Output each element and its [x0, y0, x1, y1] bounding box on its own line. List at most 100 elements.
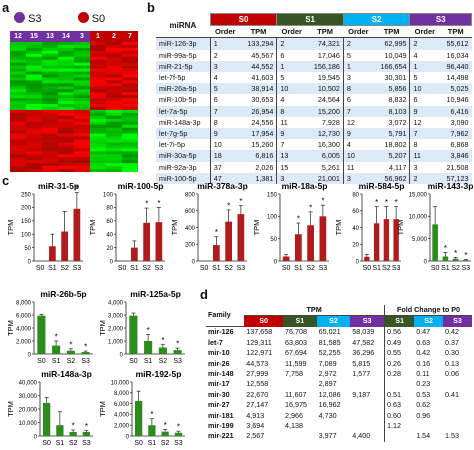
x-tick-label: S3	[462, 265, 471, 272]
heatmap-cell	[90, 112, 107, 117]
bar	[158, 347, 167, 354]
heatmap-cell	[90, 44, 107, 49]
x-tick-label: S2	[224, 265, 233, 272]
heatmap-cell	[26, 166, 43, 170]
y-tick-label: 0	[274, 259, 278, 265]
order-header: Order	[210, 25, 241, 39]
heatmap-cell	[26, 142, 43, 146]
table-cell: 16,300	[317, 140, 340, 150]
mirna-name-cell: miR-148a-3p	[159, 117, 201, 127]
heatmap-cell	[74, 56, 91, 61]
heatmap-cell	[58, 130, 75, 134]
table-cell: 18	[209, 150, 241, 162]
family-name-cell: mir-10	[208, 348, 230, 358]
heatmap-cell	[58, 160, 75, 164]
table-cell: 10,502	[317, 84, 340, 94]
table-cell: 9	[342, 128, 374, 140]
heatmap-cell	[10, 95, 27, 99]
heatmap-legend: S3 S0	[14, 12, 105, 25]
heatmap-cell	[58, 107, 75, 111]
heatmap-cell	[90, 136, 107, 140]
table-cell: 11	[276, 116, 307, 129]
heatmap-cell	[10, 71, 27, 75]
table-cell: 17,046	[317, 50, 340, 60]
heatmap-cell	[26, 133, 43, 137]
heatmap-cell	[90, 115, 107, 120]
y-tick-label: 4,000	[16, 326, 32, 332]
chart-title: miR-26b-5p	[40, 289, 86, 299]
heatmap-cell	[58, 47, 75, 52]
table-cell: 3,072	[388, 117, 407, 127]
bar	[452, 258, 459, 261]
heatmap-cell	[122, 157, 138, 161]
heatmap-cell	[74, 163, 91, 167]
heatmap-cell	[106, 166, 123, 170]
heatmap-cell	[122, 68, 138, 72]
heatmap-cell	[90, 47, 107, 52]
table-row: mir-10 122,971 67,694 52,255 36,296 0.55 0.42 0…	[206, 348, 472, 359]
heatmap-cell	[26, 47, 43, 52]
heatmap-cell	[74, 130, 91, 134]
heatmap-cell	[58, 157, 75, 161]
heatmap-cell	[90, 121, 107, 126]
table-cell: 133,294	[247, 39, 274, 49]
table-cell: 6	[409, 94, 440, 106]
y-tick-label: 0	[120, 352, 124, 358]
x-tick-label: S3	[392, 265, 401, 272]
heatmap-cell	[26, 118, 43, 123]
table-cell	[283, 431, 317, 441]
heatmap-cell	[42, 133, 59, 137]
heatmap-cell	[106, 104, 123, 108]
heatmap-cell	[58, 163, 75, 167]
heatmap-cell	[122, 59, 138, 63]
family-name-cell: let-7	[208, 337, 223, 347]
table-cell: 10,946	[446, 95, 469, 105]
bar	[383, 219, 390, 261]
x-tick-label: S3	[237, 265, 246, 272]
table-cell: 0.55	[384, 348, 415, 359]
heatmap-cell	[74, 98, 91, 102]
heatmap-cell	[26, 44, 43, 49]
table-cell: 6	[276, 49, 307, 61]
heatmap-cell	[58, 65, 75, 69]
heatmap-cell	[26, 127, 43, 131]
heatmap-cell	[90, 65, 107, 69]
heatmap-cell	[26, 65, 43, 69]
table-cell: 8	[342, 83, 374, 95]
heatmap-cell	[74, 101, 91, 105]
d-group-s1: S1	[283, 315, 317, 327]
x-tick-label: S1	[212, 265, 221, 272]
table-row: mir-30 22,670 11,607 12,086 9,187 0.51 0.53 0.4…	[206, 389, 472, 401]
heatmap-cell	[122, 92, 138, 96]
x-tick-label: S2	[382, 265, 391, 272]
heatmap-cell	[122, 145, 138, 149]
y-tick-label: 150	[267, 192, 278, 198]
table-cell: 5	[409, 72, 440, 84]
heatmap-cell	[10, 50, 27, 55]
heatmap-cell	[58, 151, 75, 155]
table-cell: 16,975	[285, 400, 308, 410]
x-tick-label: S0	[431, 265, 440, 272]
table-cell: 38,914	[251, 84, 274, 94]
chart-title: miR-584-5p	[359, 181, 404, 191]
heatmap-cell	[26, 92, 43, 96]
heatmap-cell	[58, 101, 75, 105]
heatmap-cell	[58, 42, 75, 46]
bar	[173, 350, 182, 354]
table-cell: 4,138	[285, 420, 304, 430]
bar	[432, 224, 438, 261]
heatmap-cell	[74, 50, 91, 55]
heatmap-cell	[58, 166, 75, 170]
heatmap-cell	[26, 130, 43, 134]
table-cell: 122,971	[246, 348, 273, 358]
d-fold-s3: S3	[443, 315, 472, 327]
table-cell: 4	[342, 139, 374, 151]
table-cell: 3	[342, 172, 374, 185]
heatmap-cell	[74, 104, 91, 108]
table-row: mir-199 3,694 4,138 1.12	[206, 420, 472, 432]
table-cell: 4,913	[246, 410, 265, 420]
heatmap-cell	[42, 74, 59, 78]
heatmap-cell	[58, 98, 75, 102]
bar	[155, 222, 163, 261]
heatmap-cell	[90, 139, 107, 143]
